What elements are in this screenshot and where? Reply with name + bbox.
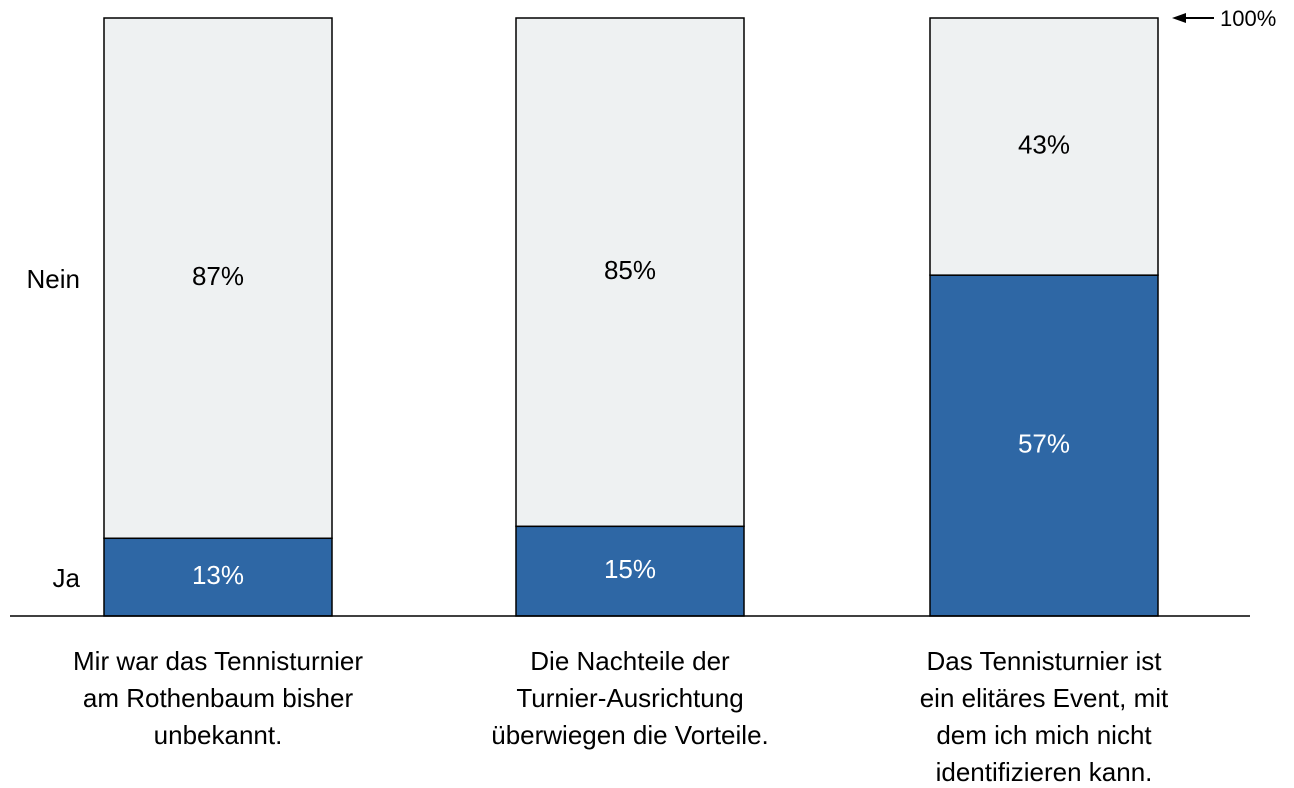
value-label: 85%: [604, 255, 656, 285]
x-tick-label: unbekannt.: [154, 720, 283, 750]
y-tick-label: 100%: [1220, 6, 1276, 31]
bar-segment: [103, 17, 333, 540]
x-tick-label: ein elitäres Event, mit: [920, 683, 1169, 713]
x-tick-label: Turnier-Ausrichtung: [516, 683, 743, 713]
bar-segment: [929, 274, 1159, 617]
value-label: 43%: [1018, 129, 1070, 159]
bar-segment: [929, 17, 1159, 276]
bar-segment: [103, 537, 333, 617]
value-label: 13%: [192, 560, 244, 590]
x-tick-label: überwiegen die Vorteile.: [491, 720, 769, 750]
value-label: 57%: [1018, 428, 1070, 458]
x-tick-label: identifizieren kann.: [936, 757, 1153, 787]
value-label: 87%: [192, 261, 244, 291]
x-tick-label: Das Tennisturnier ist: [926, 646, 1162, 676]
x-tick-label: am Rothenbaum bisher: [83, 683, 354, 713]
legend-label: Ja: [53, 563, 81, 593]
arrow-head: [1172, 13, 1186, 23]
bar-segment: [515, 17, 745, 528]
x-tick-label: dem ich mich nicht: [936, 720, 1152, 750]
x-tick-label: Die Nachteile der: [530, 646, 730, 676]
value-label: 15%: [604, 554, 656, 584]
legend-label: Nein: [27, 264, 80, 294]
x-tick-label: Mir war das Tennisturnier: [73, 646, 363, 676]
